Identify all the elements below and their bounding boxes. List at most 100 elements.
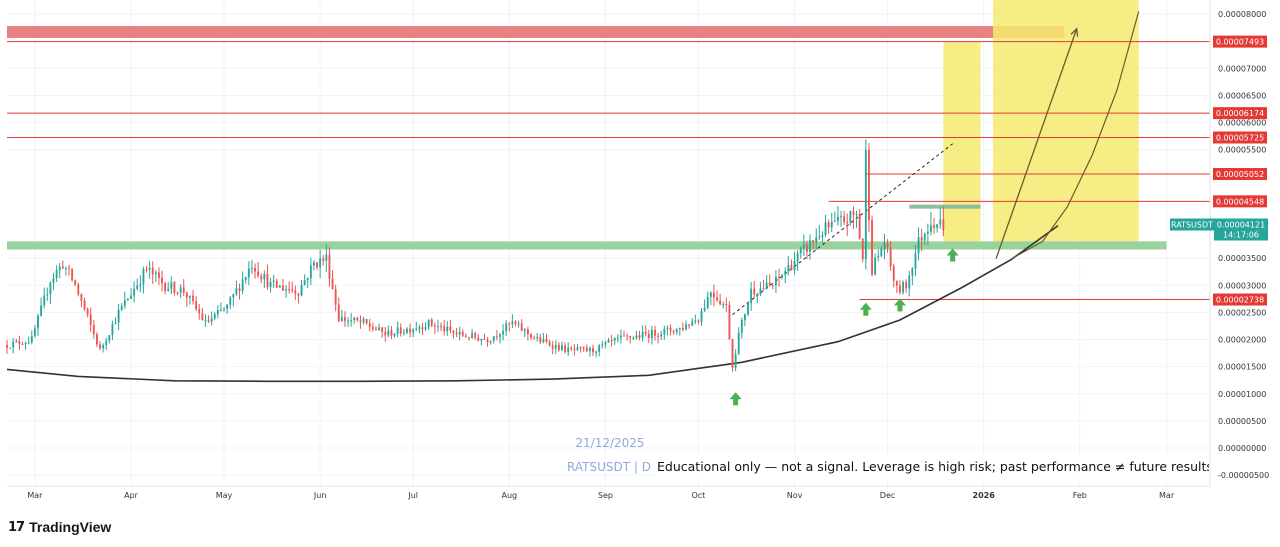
dashed-trend-line	[732, 143, 953, 315]
candle-body	[588, 348, 591, 352]
time-tick-label: Apr	[124, 491, 139, 500]
candle-body	[883, 243, 886, 249]
candle-body	[458, 331, 461, 335]
candle-body	[74, 280, 77, 285]
candle-body	[905, 282, 908, 289]
chart-area[interactable]: 21/12/2025 RATSUSDT | D 0.00008000 0.0000…	[0, 0, 1280, 505]
candle-body	[719, 300, 722, 305]
candle-body	[576, 347, 579, 351]
candle-body	[592, 348, 594, 353]
candle-body	[328, 254, 331, 279]
candle-body	[554, 344, 557, 349]
candle-body	[495, 336, 498, 338]
candle-body	[685, 324, 687, 330]
candle-body	[384, 331, 387, 336]
price-chart[interactable]: 21/12/2025 RATSUSDT | D 0.00008000 0.0000…	[0, 0, 1280, 505]
candle-body	[561, 345, 563, 351]
candle-body	[269, 281, 272, 288]
candle-body	[198, 309, 201, 314]
price-tick-label: 0.00002000	[1218, 336, 1266, 345]
candle-body	[322, 258, 325, 261]
candle-body	[471, 333, 474, 339]
candle-body	[837, 216, 839, 222]
price-tick-label: 0.00008000	[1218, 10, 1266, 19]
candle-body	[716, 297, 718, 301]
candle-body	[105, 340, 108, 346]
candle-body	[244, 277, 247, 280]
candle-body	[86, 308, 89, 315]
time-tick-label: Oct	[691, 491, 705, 500]
candle-body	[15, 340, 18, 342]
candle-body	[83, 300, 86, 309]
candle-body	[117, 309, 120, 323]
candle-body	[681, 327, 684, 330]
candle-body	[201, 313, 204, 321]
candle-body	[827, 222, 830, 228]
current-price-text: 0.00004121	[1217, 221, 1265, 230]
candle-body	[660, 334, 663, 337]
candle-body	[24, 342, 27, 345]
time-tick-label: Feb	[1073, 491, 1087, 500]
candle-body	[629, 336, 632, 339]
candle-body	[396, 327, 399, 334]
candle-body	[365, 319, 368, 324]
candle-body	[350, 320, 353, 322]
tradingview-logo[interactable]: 17 TradingView	[8, 519, 111, 535]
footer: 17 TradingView	[0, 505, 1280, 547]
candle-body	[908, 275, 911, 289]
candle-body	[316, 262, 318, 268]
candle-body	[362, 319, 365, 323]
candle-body	[189, 295, 191, 298]
candle-body	[148, 267, 151, 270]
candle-body	[468, 337, 470, 339]
candle-body	[508, 323, 511, 325]
candle-body	[21, 343, 24, 345]
candle-body	[874, 257, 877, 275]
candle-body	[610, 340, 613, 342]
time-tick-label: 2026	[973, 491, 996, 500]
candle-body	[492, 336, 495, 341]
candle-body	[461, 331, 464, 336]
candle-body	[421, 327, 424, 330]
candle-body	[796, 253, 799, 262]
candle-body	[806, 244, 808, 252]
candle-body	[536, 337, 539, 339]
candle-body	[666, 327, 669, 329]
candle-body	[734, 353, 737, 368]
candle-body	[778, 276, 780, 278]
candle-body	[266, 273, 269, 288]
candle-body	[443, 326, 446, 332]
candle-body	[309, 265, 312, 279]
candle-body	[52, 278, 55, 283]
candle-body	[551, 345, 554, 349]
candle-body	[539, 337, 542, 342]
candle-body	[703, 307, 706, 311]
candle-body	[688, 324, 691, 326]
current-symbol-text: RATSUSDT	[1171, 221, 1213, 230]
price-level-tag	[1213, 168, 1267, 181]
candle-body	[743, 314, 746, 321]
candle-body	[344, 316, 346, 321]
candle-body	[545, 339, 548, 342]
time-tick-label: May	[216, 491, 233, 500]
highlight-zone	[943, 41, 981, 242]
candle-body	[427, 319, 430, 328]
candle-body	[526, 329, 529, 335]
candle-body	[774, 276, 777, 286]
candle-body	[325, 254, 328, 261]
candle-body	[613, 337, 616, 341]
support-zone	[7, 241, 1167, 250]
tradingview-logo-icon: 17	[8, 519, 25, 535]
candle-body	[570, 347, 573, 349]
candle-body	[530, 334, 532, 338]
candle-body	[750, 288, 753, 304]
candle-body	[902, 282, 904, 293]
candle-body	[359, 320, 362, 323]
candle-body	[126, 298, 129, 301]
candle-body	[573, 348, 576, 351]
time-tick-label: Aug	[501, 491, 517, 500]
candle-body	[706, 296, 709, 308]
candle-body	[452, 330, 455, 333]
candle-body	[533, 337, 536, 339]
candle-body	[843, 216, 846, 223]
